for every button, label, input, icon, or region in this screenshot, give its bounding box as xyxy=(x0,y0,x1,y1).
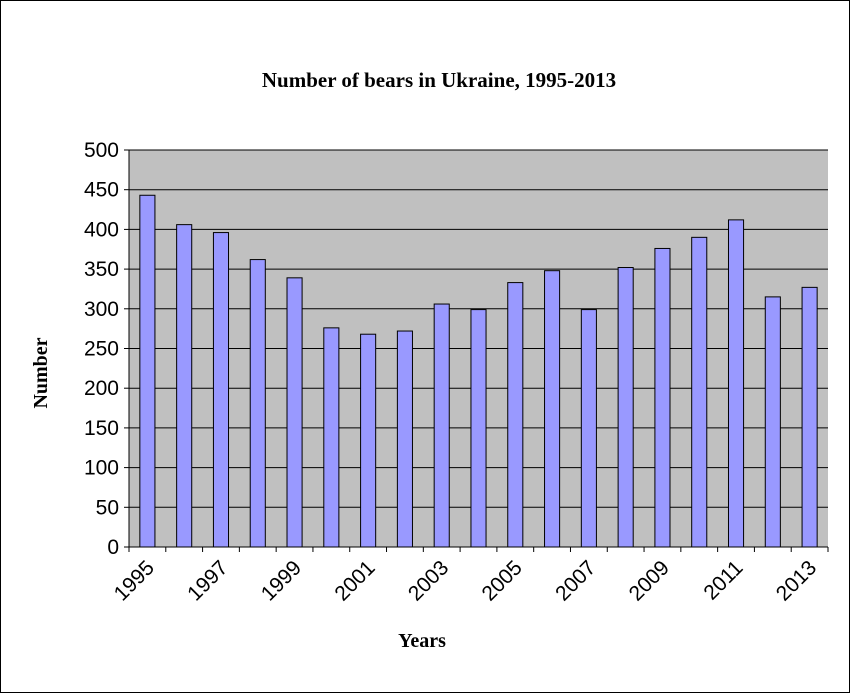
bar-2005 xyxy=(507,282,524,548)
bar-2007 xyxy=(580,309,597,548)
bar-2011 xyxy=(727,219,745,548)
y-tick-label: 300 xyxy=(84,298,119,321)
bar-1995 xyxy=(139,194,156,548)
bar-2003 xyxy=(433,303,450,548)
bar-1998 xyxy=(249,259,266,548)
bar-2010 xyxy=(691,236,708,548)
y-tick-label: 500 xyxy=(84,139,119,162)
bar-2006 xyxy=(544,270,561,548)
y-tick-label: 0 xyxy=(107,536,119,559)
bar-2004 xyxy=(470,309,487,548)
x-tick-label: 2005 xyxy=(478,556,527,605)
chart-title: Number of bears in Ukraine, 1995-2013 xyxy=(262,68,616,92)
x-tick-label: 2009 xyxy=(625,556,674,605)
bar-1996 xyxy=(176,224,193,548)
y-axis-ticks: 0 50 100 150 200 250 300 350 400 450 500 xyxy=(84,139,129,559)
bar-1999 xyxy=(286,277,303,548)
y-tick-label: 150 xyxy=(84,417,119,440)
x-tick-label: 1999 xyxy=(257,556,306,605)
y-tick-label: 350 xyxy=(84,258,119,281)
x-tick-label: 2011 xyxy=(699,556,747,604)
y-axis-title: Number xyxy=(30,337,52,408)
bar-2002 xyxy=(396,330,413,548)
bar-2001 xyxy=(360,333,377,548)
y-tick-label: 50 xyxy=(96,496,119,519)
x-tick-label: 1995 xyxy=(110,556,159,605)
y-tick-label: 250 xyxy=(84,338,119,361)
bar-2000 xyxy=(323,327,340,548)
x-axis-ticks: 1995 1997 1999 2001 2003 2005 2007 2009 2011 2013 xyxy=(110,547,829,606)
x-tick-label: 2007 xyxy=(551,556,600,605)
x-tick-label: 2001 xyxy=(330,556,379,605)
y-tick-label: 100 xyxy=(84,457,119,480)
x-tick-label: 1997 xyxy=(183,556,232,605)
x-tick-label: 2013 xyxy=(772,556,821,605)
bar-2008 xyxy=(617,267,634,548)
bars xyxy=(139,194,818,548)
y-tick-label: 450 xyxy=(84,179,119,202)
bar-1997 xyxy=(212,232,230,548)
bar-2013 xyxy=(801,286,818,548)
x-tick-label: 2003 xyxy=(404,556,453,605)
y-tick-label: 400 xyxy=(84,218,119,241)
bar-2009 xyxy=(654,247,671,548)
y-tick-label: 200 xyxy=(84,377,119,400)
bar-2012 xyxy=(764,296,781,548)
x-axis-title: Years xyxy=(398,630,446,652)
